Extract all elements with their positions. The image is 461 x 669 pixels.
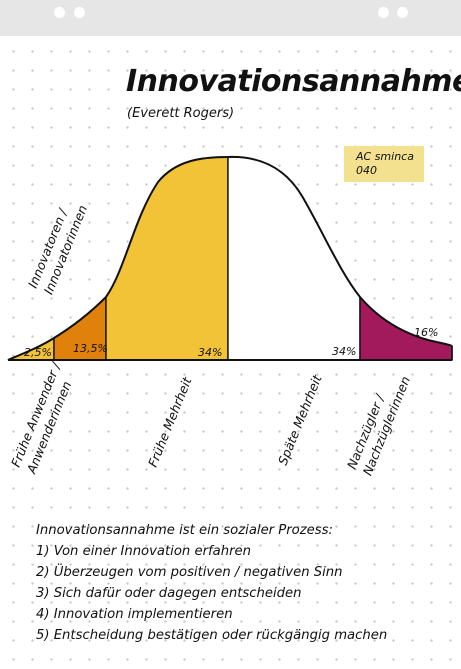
percent-label-innovators: 2,5% (24, 346, 52, 359)
percent-label-early-adopters: 13,5% (73, 342, 108, 355)
process-step-4: 4) Innovation implementieren (36, 607, 233, 622)
process-step-5: 5) Entscheidung bestätigen oder rückgäng… (36, 628, 388, 643)
binding-hole-icon (74, 7, 85, 18)
sticky-note: AC sminca 040 (344, 146, 424, 182)
percent-label-late-majority: 34% (332, 345, 356, 358)
category-label-laggards: Nachzügler / Nachzüglerinnen (344, 374, 413, 477)
page-title: Innovationsannahme (126, 64, 461, 99)
page-subtitle: (Everett Rogers) (127, 106, 235, 121)
sticky-note-line-2: 040 (356, 164, 377, 177)
percent-label-laggards: 16% (414, 326, 438, 339)
category-label-late-majority: Späte Mehrheit (275, 372, 325, 467)
process-step-3: 3) Sich dafür oder dagegen entscheiden (36, 586, 302, 601)
process-step-2: 2) Überzeugen vom positiven / negativen … (36, 565, 343, 580)
percent-label-early-majority: 34% (198, 346, 222, 359)
bell-curve-outline (7, 155, 453, 361)
binding-hole-icon (397, 7, 408, 18)
binding-hole-icon (54, 7, 65, 18)
category-label-innovators: Innovatoren / Innovatorinnen (25, 203, 90, 297)
category-label-early-majority-line-1: Frühe Mehrheit (145, 374, 195, 469)
segment-late-majority (227, 156, 361, 361)
sticky-note-line-1: AC sminca (356, 150, 414, 163)
category-label-early-majority: Frühe Mehrheit (145, 374, 195, 469)
binding-hole-icon (378, 7, 389, 18)
notepad-binding-strip (0, 0, 461, 36)
category-label-early-adopters: Frühe Anwender / Anwenderinnen (8, 359, 74, 477)
category-label-late-majority-line-1: Späte Mehrheit (275, 372, 325, 467)
process-step-1: 1) Von einer Innovation erfahren (36, 544, 251, 559)
process-heading: Innovationsannahme ist ein sozialer Proz… (36, 523, 333, 538)
process-list: Innovationsannahme ist ein sozialer Proz… (36, 520, 387, 646)
